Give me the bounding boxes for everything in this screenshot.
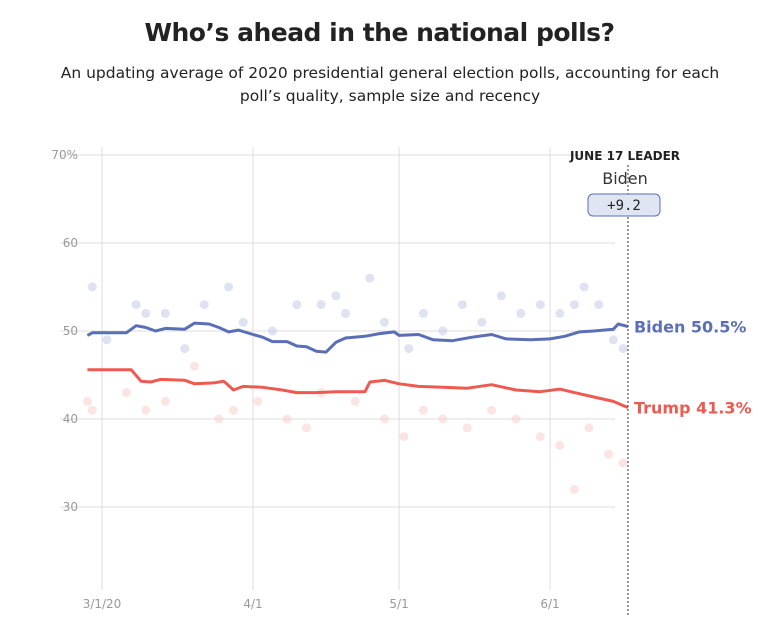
trump-poll-dot <box>618 458 628 468</box>
trump-poll-dot <box>253 396 263 406</box>
trump-poll-dot <box>190 361 200 371</box>
biden-poll-dot <box>224 282 234 292</box>
biden-poll-dot <box>569 300 579 310</box>
y-tick-label: 30 <box>63 500 78 514</box>
trump-poll-dot <box>160 396 170 406</box>
trump-poll-dot <box>82 396 92 406</box>
trump-poll-dot <box>511 414 521 424</box>
biden-poll-dot <box>379 317 389 327</box>
biden-poll-dot <box>438 326 448 336</box>
trump-poll-dot <box>603 449 613 459</box>
biden-poll-dot <box>404 344 414 354</box>
biden-poll-dot <box>535 300 545 310</box>
biden-poll-dot <box>341 308 350 318</box>
trump-poll-dot <box>535 432 545 442</box>
trump-poll-dot <box>418 405 428 415</box>
biden-poll-dot <box>618 344 628 354</box>
biden-poll-dot <box>87 282 97 292</box>
y-tick-label: 50 <box>63 324 78 338</box>
x-tick-label: 3/1/20 <box>83 597 122 611</box>
trump-end-label: Trump 41.3% <box>634 399 752 418</box>
biden-poll-dot <box>608 335 618 345</box>
trump-poll-dot <box>87 405 97 415</box>
biden-poll-dot <box>316 300 326 310</box>
biden-poll-dot <box>555 308 565 318</box>
biden-poll-dot <box>365 273 375 283</box>
biden-poll-dot <box>579 282 589 292</box>
trump-poll-dot <box>487 405 497 415</box>
trump-average-line <box>87 368 629 409</box>
biden-poll-dot <box>238 317 248 327</box>
leader-margin: +9.2 <box>607 198 641 214</box>
trump-poll-dot <box>462 423 472 433</box>
y-tick-label: 40 <box>63 412 78 426</box>
trump-poll-dot <box>438 414 448 424</box>
trump-poll-dot <box>282 414 292 424</box>
trump-poll-dot <box>379 414 389 424</box>
trump-poll-dot <box>302 423 312 433</box>
trump-poll-dot <box>555 440 565 450</box>
trump-poll-dot <box>399 432 409 442</box>
biden-poll-dot <box>418 308 428 318</box>
biden-end-label: Biden 50.5% <box>634 318 746 337</box>
biden-poll-dot <box>267 326 277 336</box>
biden-poll-dot <box>199 300 209 310</box>
biden-poll-dot <box>180 344 190 354</box>
biden-poll-dot <box>457 300 467 310</box>
leader-heading: JUNE 17 LEADER <box>569 149 680 163</box>
biden-poll-dot <box>160 308 170 318</box>
biden-poll-dot <box>331 291 341 301</box>
biden-poll-dot <box>516 308 526 318</box>
trump-poll-dot <box>121 388 131 398</box>
biden-poll-dot <box>292 300 302 310</box>
leader-name: Biden <box>602 169 648 188</box>
biden-poll-dot <box>131 300 141 310</box>
biden-poll-dot <box>102 335 112 345</box>
biden-poll-dot <box>594 300 604 310</box>
trump-poll-dot <box>141 405 151 415</box>
biden-poll-dot <box>496 291 506 301</box>
x-tick-label: 5/1 <box>389 597 408 611</box>
y-tick-label: 70% <box>51 148 78 162</box>
leader-margin-badge <box>587 193 661 217</box>
biden-poll-dot <box>141 308 151 318</box>
chart-title: Who’s ahead in the national polls? <box>144 18 615 47</box>
x-tick-label: 6/1 <box>540 597 559 611</box>
trump-poll-dot <box>584 423 594 433</box>
biden-average-line <box>86 321 629 354</box>
trump-poll-dot <box>569 484 579 494</box>
y-tick-label: 60 <box>63 236 78 250</box>
chart-subtitle: An updating average of 2020 presidential… <box>60 64 720 105</box>
trump-poll-dot <box>214 414 224 424</box>
biden-poll-dot <box>477 317 487 327</box>
x-tick-label: 4/1 <box>243 597 262 611</box>
trump-poll-dot <box>228 405 238 415</box>
trump-poll-dot <box>350 396 360 406</box>
